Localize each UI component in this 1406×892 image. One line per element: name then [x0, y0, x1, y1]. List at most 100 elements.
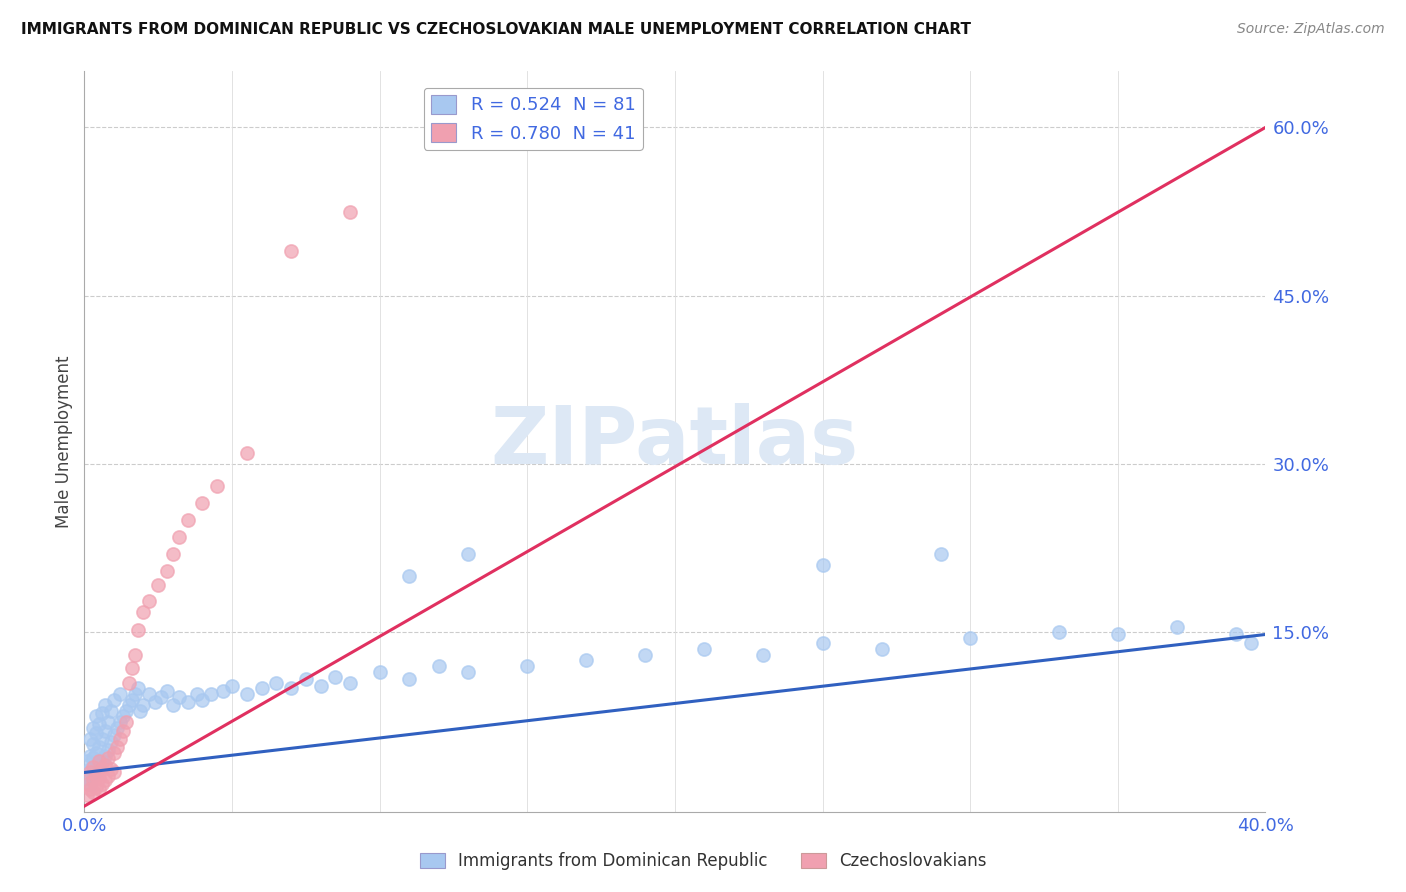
Point — [124, 648, 146, 662]
Point — [191, 496, 214, 510]
Point — [82, 738, 104, 752]
Point — [118, 675, 141, 690]
Point — [121, 661, 143, 675]
Point — [121, 692, 143, 706]
Point — [94, 748, 117, 763]
Point — [177, 513, 200, 527]
Point — [457, 547, 479, 561]
Point — [76, 771, 98, 785]
Point — [162, 698, 184, 713]
Point — [156, 683, 179, 698]
Point — [325, 670, 347, 684]
Y-axis label: Male Unemployment: Male Unemployment — [55, 355, 73, 528]
Point — [516, 659, 538, 673]
Point — [811, 558, 834, 572]
Point — [143, 695, 166, 709]
Point — [150, 690, 173, 705]
Point — [752, 648, 775, 662]
Text: IMMIGRANTS FROM DOMINICAN REPUBLIC VS CZECHOSLOVAKIAN MALE UNEMPLOYMENT CORRELAT: IMMIGRANTS FROM DOMINICAN REPUBLIC VS CZ… — [21, 22, 972, 37]
Point — [266, 675, 288, 690]
Point — [1240, 636, 1263, 650]
Point — [575, 653, 598, 667]
Point — [97, 769, 120, 783]
Point — [250, 681, 273, 696]
Point — [79, 762, 101, 776]
Point — [457, 665, 479, 679]
Point — [76, 754, 98, 768]
Point — [94, 773, 117, 788]
Point — [91, 777, 114, 791]
Legend: R = 0.524  N = 81, R = 0.780  N = 41: R = 0.524 N = 81, R = 0.780 N = 41 — [423, 87, 643, 150]
Point — [811, 636, 834, 650]
Point — [84, 747, 107, 761]
Point — [236, 446, 259, 460]
Point — [79, 777, 101, 791]
Point — [177, 695, 200, 709]
Point — [87, 754, 111, 768]
Point — [82, 721, 104, 735]
Point — [132, 605, 155, 619]
Point — [76, 777, 98, 791]
Point — [368, 665, 391, 679]
Point — [82, 773, 104, 788]
Point — [91, 731, 114, 746]
Point — [103, 747, 125, 761]
Point — [398, 569, 420, 583]
Point — [339, 675, 361, 690]
Point — [167, 530, 190, 544]
Point — [100, 704, 122, 718]
Point — [309, 679, 332, 693]
Point — [111, 709, 134, 723]
Point — [94, 757, 117, 772]
Point — [634, 648, 657, 662]
Point — [124, 687, 146, 701]
Point — [91, 706, 114, 720]
Point — [82, 784, 104, 798]
Point — [167, 690, 190, 705]
Legend: Immigrants from Dominican Republic, Czechoslovakians: Immigrants from Dominican Republic, Czec… — [413, 846, 993, 877]
Point — [191, 692, 214, 706]
Point — [236, 687, 259, 701]
Point — [127, 681, 149, 696]
Point — [84, 765, 107, 780]
Point — [138, 594, 160, 608]
Point — [108, 714, 131, 729]
Point — [148, 578, 170, 592]
Point — [1047, 625, 1070, 640]
Point — [84, 780, 107, 794]
Point — [212, 683, 235, 698]
Text: Source: ZipAtlas.com: Source: ZipAtlas.com — [1237, 22, 1385, 37]
Text: ZIPatlas: ZIPatlas — [491, 402, 859, 481]
Point — [94, 698, 117, 713]
Point — [427, 659, 450, 673]
Point — [156, 564, 179, 578]
Point — [82, 769, 104, 783]
Point — [129, 704, 152, 718]
Point — [87, 717, 111, 731]
Point — [959, 631, 981, 645]
Point — [79, 731, 101, 746]
Point — [100, 762, 122, 776]
Point — [1166, 619, 1188, 633]
Point — [97, 751, 120, 765]
Point — [79, 765, 101, 780]
Point — [1107, 627, 1129, 641]
Point — [84, 726, 107, 740]
Point — [693, 642, 716, 657]
Point — [82, 760, 104, 774]
Point — [82, 751, 104, 765]
Point — [105, 739, 128, 754]
Point — [398, 673, 420, 687]
Point — [103, 765, 125, 780]
Point — [132, 698, 155, 713]
Point — [207, 479, 229, 493]
Point — [103, 728, 125, 742]
Point — [100, 735, 122, 749]
Point — [87, 771, 111, 785]
Point — [1225, 627, 1247, 641]
Point — [929, 547, 952, 561]
Point — [114, 704, 136, 718]
Point — [97, 714, 120, 729]
Point — [295, 673, 318, 687]
Point — [87, 782, 111, 797]
